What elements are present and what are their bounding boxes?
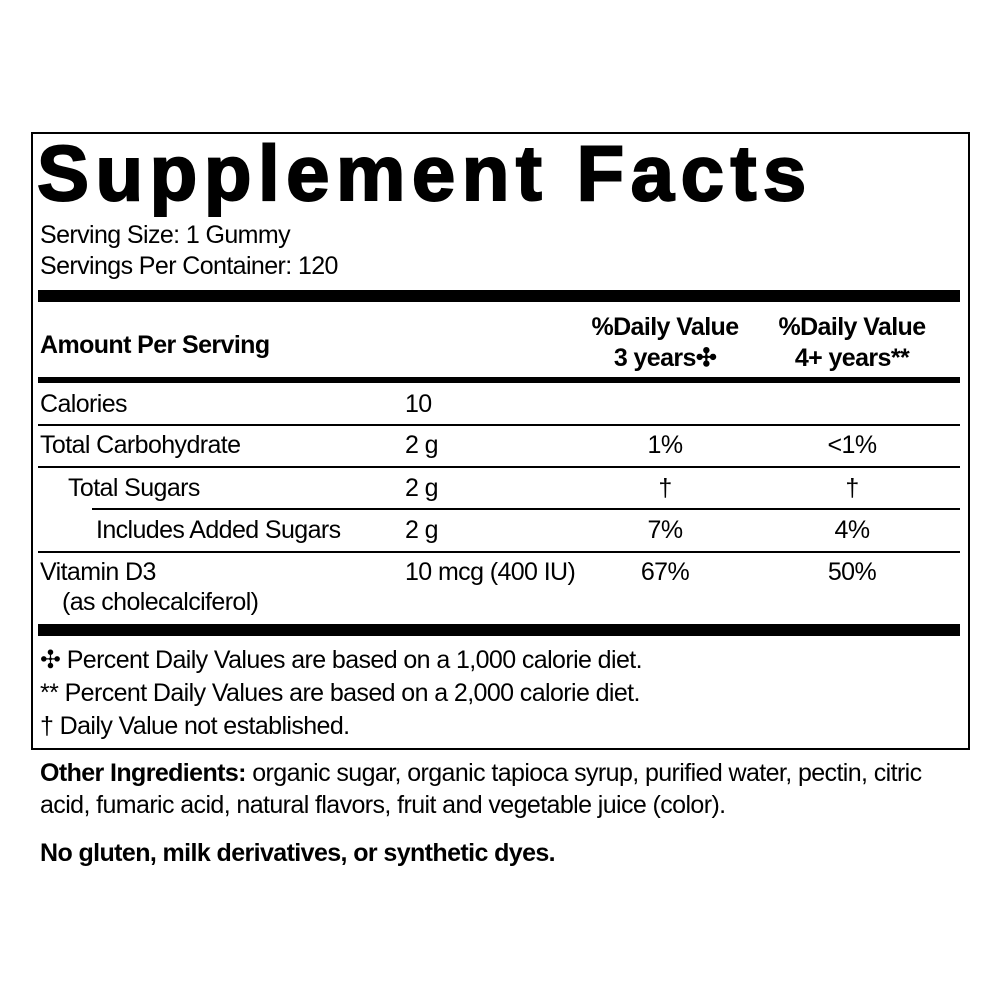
row-dv1: 1% — [647, 431, 684, 459]
footnote: ** Percent Daily Values are based on a 2… — [40, 679, 640, 707]
thick-divider — [38, 624, 960, 636]
amount-per-serving-heading: Amount Per Serving — [40, 331, 270, 359]
row-dv2: 50% — [827, 558, 877, 586]
label-title: Supplement Facts — [36, 129, 813, 217]
row-amount: 10 mcg (400 IU) — [405, 558, 576, 586]
row-amount: 2 g — [405, 474, 439, 502]
servings-per-container: Servings Per Container: 120 — [40, 252, 338, 280]
row-amount: 2 g — [405, 431, 439, 459]
row-name: Total Carbohydrate — [40, 431, 241, 459]
other-ingredients-line1: Other Ingredients: organic sugar, organi… — [40, 761, 922, 786]
thick-divider — [38, 290, 960, 302]
facts-panel-border — [31, 132, 970, 750]
medium-divider — [38, 377, 960, 383]
row-dv2: 4% — [834, 516, 871, 544]
dv1-heading-line2: 3 years✣ — [613, 344, 717, 372]
dv2-heading-line2: 4+ years** — [794, 344, 910, 372]
dv1-heading-line1: %Daily Value — [591, 313, 739, 341]
other-ingredients-line2: acid, fumaric acid, natural flavors, fru… — [40, 791, 726, 819]
footnote: † Daily Value not established. — [40, 712, 350, 740]
row-amount: 2 g — [405, 516, 439, 544]
serving-size: Serving Size: 1 Gummy — [40, 221, 291, 249]
row-dv2: <1% — [827, 431, 878, 459]
row-name: Vitamin D3 — [40, 558, 156, 586]
allergen-statement: No gluten, milk derivatives, or syntheti… — [40, 839, 556, 867]
row-divider — [92, 508, 960, 510]
dv2-heading-line1: %Daily Value — [778, 313, 926, 341]
row-amount: 10 — [405, 390, 432, 418]
other-ingredients-label: Other Ingredients: — [40, 759, 246, 787]
row-divider — [38, 424, 960, 426]
row-name: Total Sugars — [68, 474, 200, 502]
row-dv1: 7% — [647, 516, 684, 544]
row-subname: (as cholecalciferol) — [62, 588, 259, 616]
other-ingredients-text: organic sugar, organic tapioca syrup, pu… — [245, 759, 922, 787]
row-name: Includes Added Sugars — [96, 516, 341, 544]
row-divider — [38, 551, 960, 553]
row-dv1: 67% — [640, 558, 690, 586]
row-name: Calories — [40, 390, 128, 418]
row-dv1: † — [658, 474, 672, 502]
footnote: ✣ Percent Daily Values are based on a 1,… — [40, 646, 643, 674]
row-divider — [38, 466, 960, 468]
row-dv2: † — [845, 474, 859, 502]
